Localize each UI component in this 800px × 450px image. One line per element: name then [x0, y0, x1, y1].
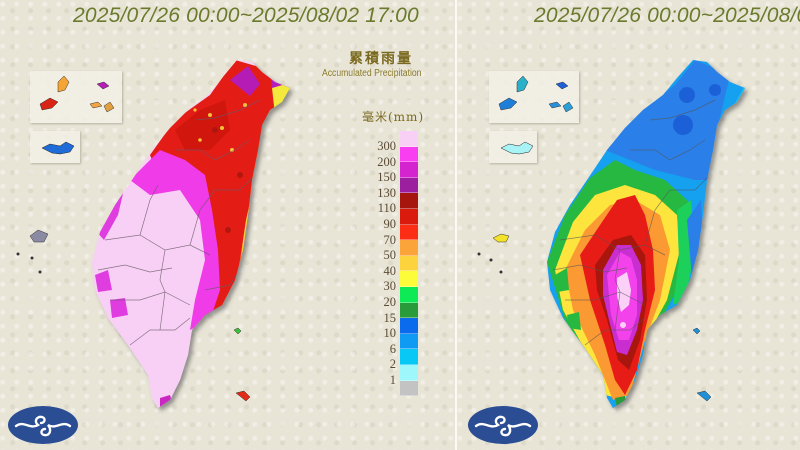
legend-labels: 300 200 150 130 110 90 70 50 40 30 20 15… — [360, 139, 396, 389]
legend-swatch — [400, 193, 418, 209]
legend-title-english: Accumulated Precipitation — [322, 68, 422, 79]
legend-label: 40 — [383, 263, 397, 278]
green-island-icon — [692, 327, 701, 335]
legend-label: 70 — [383, 232, 397, 247]
legend-swatch — [400, 318, 418, 334]
precipitation-map-panel-right: 2025/07/26 00:00~2025/08/0 — [457, 0, 800, 450]
legend-unit: 毫米(mm) — [362, 110, 425, 124]
legend-swatch — [400, 349, 418, 365]
legend-swatch — [400, 177, 418, 194]
matsu-islands-icon — [41, 141, 75, 155]
panel-divider — [455, 0, 457, 450]
legend-title-chinese: 累積雨量 — [349, 51, 413, 67]
matsu-islands-icon — [500, 141, 534, 155]
green-island-icon — [233, 327, 242, 335]
legend-swatch — [400, 380, 418, 397]
legend-label: 6 — [389, 341, 396, 356]
legend-label: 15 — [383, 310, 397, 325]
legend-swatch — [400, 286, 418, 303]
legend-swatch — [400, 131, 418, 147]
legend-label: 50 — [383, 248, 397, 263]
cwa-logo-icon — [468, 406, 538, 444]
kinmen-island-icon — [492, 233, 510, 243]
legend-label: 110 — [377, 201, 396, 216]
legend-swatch — [400, 162, 418, 178]
legend-swatch — [400, 364, 418, 381]
legend-swatch — [400, 224, 418, 241]
kinmen-island-icon — [29, 229, 49, 243]
map-time-range-title: 2025/07/26 00:00~2025/08/0 — [534, 4, 800, 27]
legend-color-bar — [400, 131, 418, 397]
legend-swatch — [400, 208, 418, 225]
legend-label: 1 — [389, 372, 396, 387]
legend-swatch — [400, 255, 418, 272]
legend-label: 2 — [389, 357, 396, 372]
legend-label: 300 — [377, 139, 396, 153]
legend-label: 200 — [377, 154, 396, 169]
legend-label: 30 — [383, 279, 397, 294]
cwa-logo-icon — [8, 406, 78, 444]
legend-label: 20 — [383, 294, 397, 309]
legend-label: 130 — [377, 185, 396, 200]
orchid-island-icon — [235, 390, 251, 402]
legend-swatch — [400, 333, 418, 350]
legend-swatch — [400, 146, 418, 163]
legend-swatch — [400, 302, 418, 319]
inset-box-penghu — [30, 71, 122, 123]
taiwan-rainfall-map-right — [477, 60, 745, 408]
legend-label: 150 — [377, 170, 396, 185]
legend-label: 90 — [383, 216, 397, 231]
inset-box-penghu — [489, 71, 579, 123]
taiwan-rainfall-map-left — [16, 60, 290, 408]
legend-swatch — [400, 271, 418, 287]
penghu-islands-icon — [498, 75, 574, 113]
penghu-islands-icon — [39, 75, 115, 113]
map-time-range-title: 2025/07/26 00:00~2025/08/02 17:00 — [73, 4, 419, 27]
legend-swatch — [400, 240, 418, 256]
legend-label: 10 — [383, 326, 397, 341]
precipitation-map-panel-left: 2025/07/26 00:00~2025/08/02 17:00 — [0, 0, 455, 450]
orchid-island-icon — [696, 390, 712, 402]
